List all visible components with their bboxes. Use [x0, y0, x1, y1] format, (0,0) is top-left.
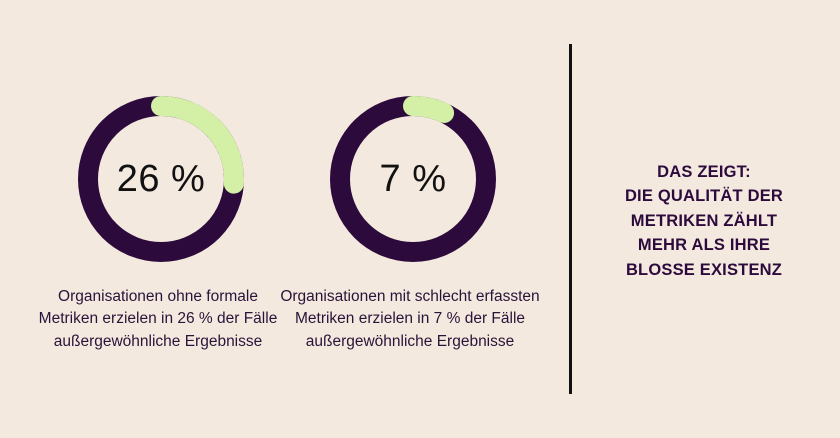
donut-value-label: 7 %: [379, 157, 447, 200]
donut-caption: Organisationen mit schlecht erfassten Me…: [280, 288, 540, 350]
donut-chart-2: 7 % Organisationen mit schlecht erfasste…: [280, 96, 540, 396]
vertical-divider: [569, 44, 572, 394]
donut-ring: [78, 96, 244, 262]
donut-chart-1: 26 % Organisationen ohne formale Metrike…: [28, 96, 288, 396]
donut-highlight-arc: [151, 96, 244, 194]
donut-caption: Organisationen ohne formale Metriken erz…: [38, 288, 278, 350]
donut-value-label: 26 %: [116, 157, 206, 200]
conclusion-text: DAS ZEIGT: DIE QUALITÄT DER METRIKEN ZÄH…: [600, 160, 808, 282]
conclusion-line: MEHR ALS IHRE: [637, 236, 771, 255]
donut-ring: [330, 96, 496, 262]
conclusion-line: METRIKEN ZÄHLT: [630, 211, 778, 230]
conclusion-line: BLOSSE EXISTENZ: [625, 260, 783, 279]
conclusion-line: DIE QUALITÄT DER: [624, 187, 784, 206]
donut-highlight-arc: [403, 96, 455, 123]
conclusion-line: DAS ZEIGT:: [657, 163, 751, 181]
